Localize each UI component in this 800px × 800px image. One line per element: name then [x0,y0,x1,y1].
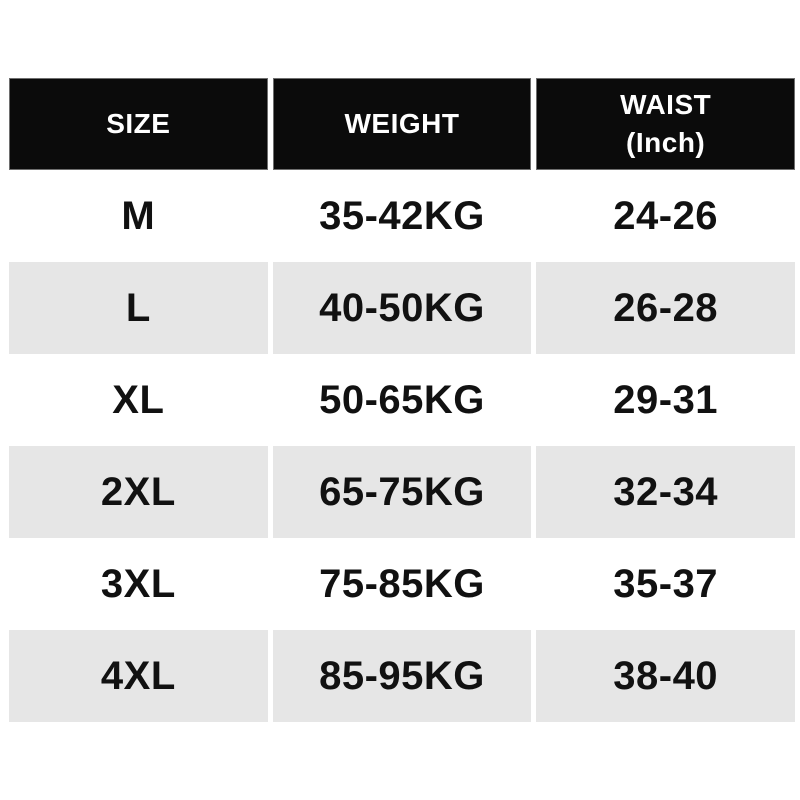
header-weight-label: WEIGHT [344,108,460,140]
row-m-waist-cell: 24-26 [536,170,795,262]
row-m-size-cell: M [9,170,268,262]
row-3xl-size-cell: 3XL [9,538,268,630]
row-2xl-size-cell: 2XL [9,446,268,538]
row-xl-waist-cell: 29-31 [536,354,795,446]
row-2xl-waist-cell: 32-34 [536,446,795,538]
header-size-label: SIZE [106,108,171,140]
header-size: SIZE [9,78,268,170]
row-xl-size-cell: XL [9,354,268,446]
row-3xl-weight-cell: 75-85KG [272,538,532,630]
size-chart-table: SIZE WEIGHT WAIST (Inch) M 35-42KG 24-26… [9,78,795,722]
header-waist-unit-label: (Inch) [626,127,706,158]
row-3xl-waist-cell: 35-37 [536,538,795,630]
row-4xl-waist-cell: 38-40 [536,630,795,722]
header-weight: WEIGHT [272,78,532,170]
header-waist: WAIST (Inch) [536,78,795,170]
row-l-weight-cell: 40-50KG [272,262,532,354]
row-l-waist-cell: 26-28 [536,262,795,354]
row-m-weight-cell: 35-42KG [272,170,532,262]
header-waist-label: WAIST [620,89,712,121]
row-4xl-size-cell: 4XL [9,630,268,722]
row-l-size-cell: L [9,262,268,354]
row-2xl-weight-cell: 65-75KG [272,446,532,538]
row-xl-weight-cell: 50-65KG [272,354,532,446]
row-4xl-weight-cell: 85-95KG [272,630,532,722]
